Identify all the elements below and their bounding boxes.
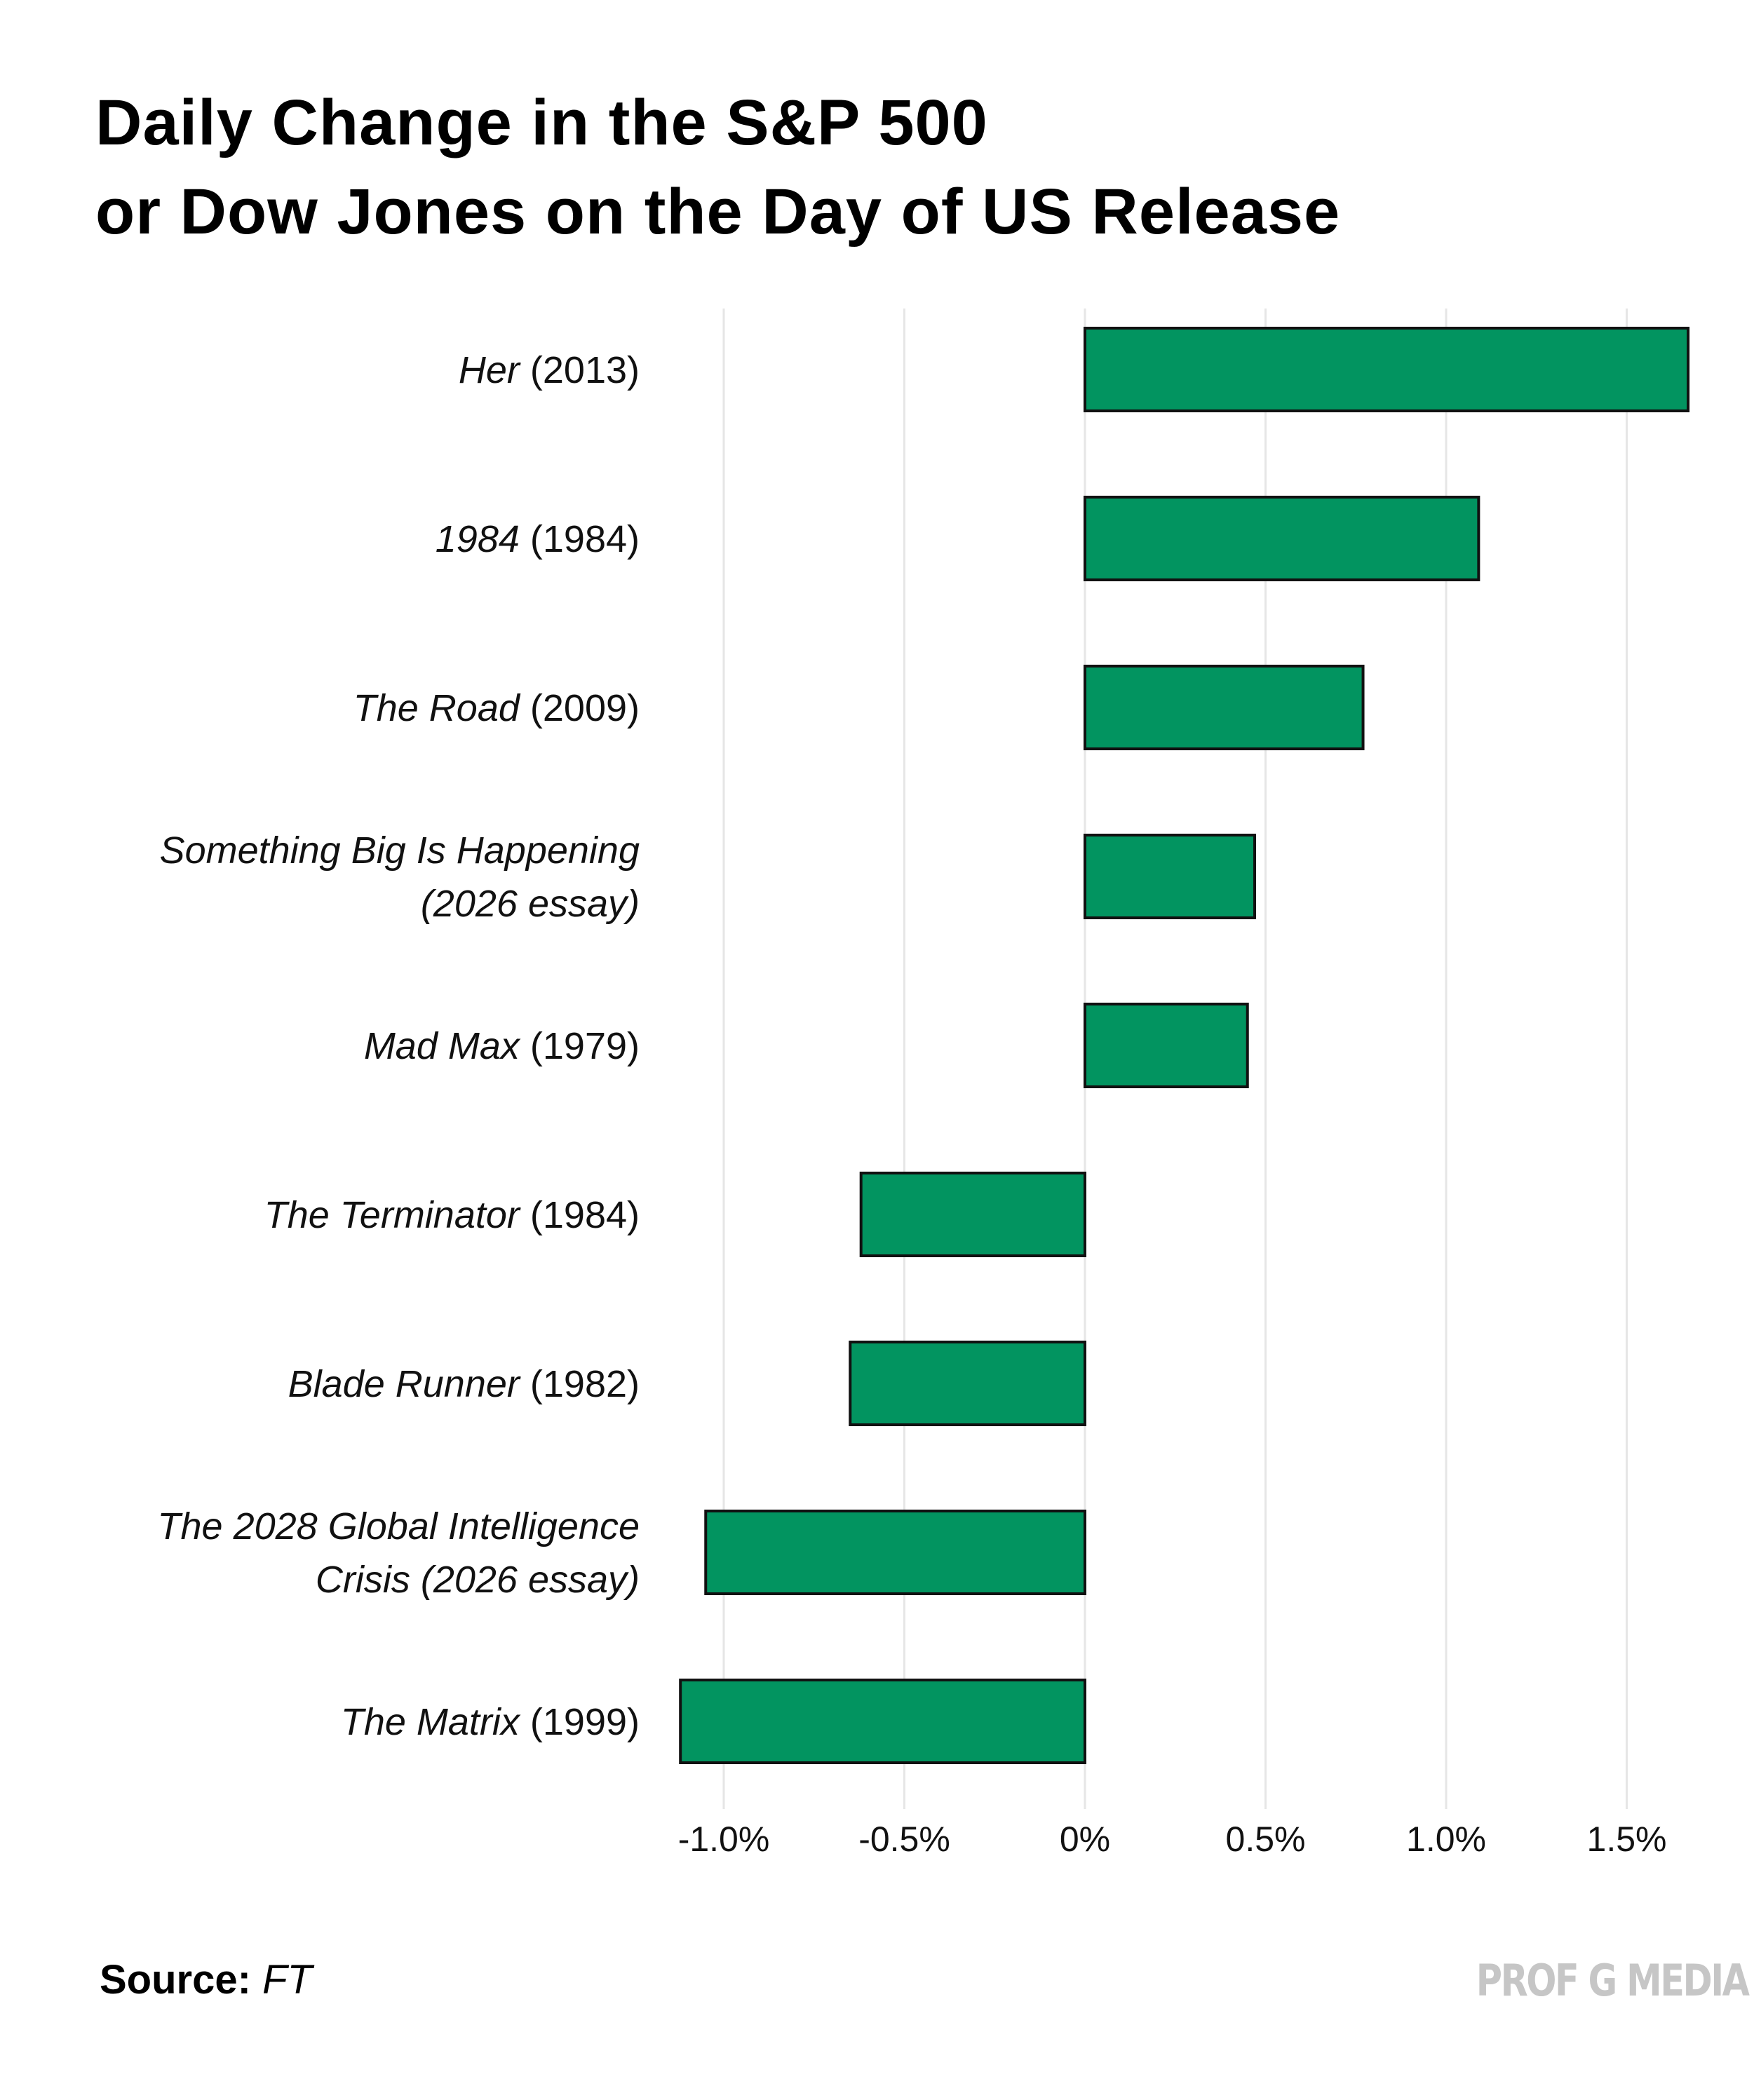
bar-1 (1084, 496, 1480, 581)
category-labels: Her (2013) 1984 (1984) The Road (2009) Some… (158, 349, 640, 1743)
category-title: Her (459, 349, 521, 391)
chart-title-line-2: or Dow Jones on the Day of US Release (95, 176, 1341, 248)
category-title: Blade Runner (288, 1363, 521, 1405)
category-title: The Matrix (341, 1701, 521, 1743)
category-label-3-line-1: (2026 essay) (421, 883, 640, 925)
chart-title: Daily Change in the S&P 500 or Dow Jones… (95, 79, 1638, 257)
category-title: The Terminator (264, 1194, 521, 1236)
category-title: (2026 essay) (421, 883, 640, 925)
category-label-7-line-0: The 2028 Global Intelligence (158, 1505, 640, 1547)
source-note: Source: FT (100, 1956, 312, 2003)
x-tick-label-4: 1.0% (1406, 1820, 1486, 1859)
category-title: 1984 (436, 518, 520, 560)
bar-8 (679, 1679, 1086, 1764)
chart-title-line-1: Daily Change in the S&P 500 (95, 87, 988, 158)
x-tick-label-2: 0% (1060, 1820, 1110, 1859)
category-title: Something Big Is Happening (160, 829, 640, 872)
category-year: (1979) (520, 1025, 640, 1067)
category-label-5-line-0: The Terminator (1984) (264, 1194, 640, 1236)
category-label-6-line-0: Blade Runner (1982) (288, 1363, 640, 1405)
category-year: (2009) (520, 687, 640, 729)
bar-0 (1084, 327, 1690, 412)
x-tick-label-5: 1.5% (1587, 1820, 1667, 1859)
x-tick-label-3: 0.5% (1226, 1820, 1306, 1859)
category-label-3-line-0: Something Big Is Happening (160, 829, 640, 872)
category-label-4-line-0: Mad Max (1979) (364, 1025, 640, 1067)
category-label-0-line-0: Her (2013) (459, 349, 640, 391)
bar-3 (1084, 834, 1257, 919)
bar-7 (704, 1510, 1086, 1595)
category-year: (2013) (520, 349, 640, 391)
category-title: The 2028 Global Intelligence (158, 1505, 640, 1547)
bar-2 (1084, 665, 1365, 750)
category-year: (1984) (520, 1194, 640, 1236)
x-tick-label-1: -0.5% (858, 1820, 950, 1859)
category-label-1-line-0: 1984 (1984) (436, 518, 640, 560)
bar-4 (1084, 1003, 1249, 1088)
x-axis-tick-labels: -1.0% -0.5% 0% 0.5% 1.0% 1.5% (678, 1820, 1667, 1859)
bar-5 (859, 1172, 1086, 1257)
x-tick-label-0: -1.0% (678, 1820, 770, 1859)
category-year: (1982) (520, 1363, 640, 1405)
category-label-2-line-0: The Road (2009) (353, 687, 640, 729)
category-title: Mad Max (364, 1025, 521, 1067)
bar-chart: Her (2013) 1984 (1984) The Road (2009) Some… (158, 309, 1690, 1859)
category-label-8-line-0: The Matrix (1999) (341, 1701, 640, 1743)
source-label: Source: (100, 1957, 251, 2003)
bars (679, 327, 1690, 1764)
source-value: FT (262, 1957, 312, 2003)
category-title: The Road (353, 687, 521, 729)
bar-6 (849, 1341, 1086, 1426)
category-year: (1999) (520, 1701, 640, 1743)
category-title: Crisis (2026 essay) (316, 1559, 640, 1601)
brand-logo: PROF G MEDIA (1476, 1955, 1750, 2006)
category-label-7-line-1: Crisis (2026 essay) (316, 1559, 640, 1601)
category-year: (1984) (520, 518, 640, 560)
